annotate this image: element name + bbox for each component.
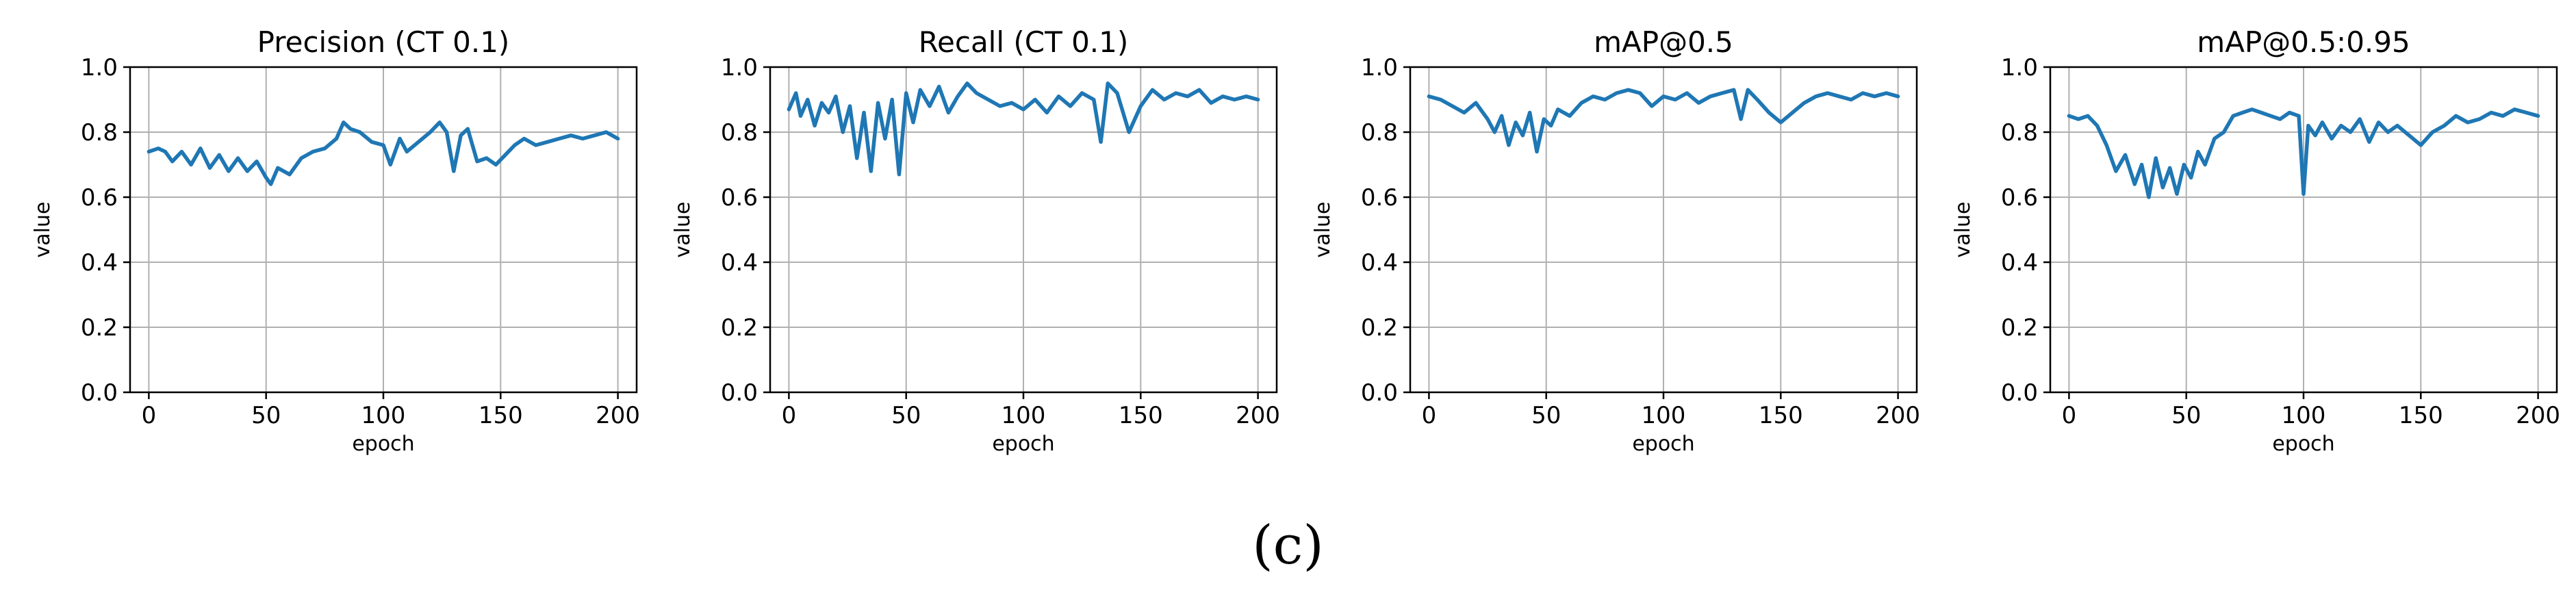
y-tick-label: 0.8: [81, 119, 118, 147]
x-tick-label: 50: [891, 402, 921, 429]
x-tick-label: 150: [1759, 402, 1803, 429]
y-tick-label: 1.0: [2001, 54, 2038, 81]
y-tick-label: 1.0: [1361, 54, 1398, 81]
x-tick-label: 100: [1002, 402, 1046, 429]
y-tick-label: 1.0: [721, 54, 758, 81]
y-tick-label: 0.8: [721, 119, 758, 147]
y-tick-label: 0.2: [81, 314, 118, 342]
chart-panel-2: 0 50 100 150 200 0.0 0.2 0.4 0.6 0.8 1.0 Recall (CT…: [671, 25, 1280, 456]
x-tick-label: 150: [1119, 402, 1163, 429]
chart-panel-3: 0 50 100 150 200 0.0 0.2 0.4 0.6 0.8 1.0 mAP@0.5 epo…: [1311, 25, 1920, 456]
y-tick-label: 0.4: [1361, 249, 1398, 277]
x-tick-label: 50: [251, 402, 281, 429]
x-tick-label: 150: [2399, 402, 2443, 429]
series-line: [1427, 88, 1900, 154]
x-tick-label: 100: [2282, 402, 2326, 429]
series-line: [787, 81, 1260, 177]
y-tick-label: 0.0: [81, 379, 118, 407]
x-axis-label: epoch: [1632, 432, 1694, 456]
y-tick-label: 1.0: [81, 54, 118, 81]
x-tick-label: 100: [361, 402, 406, 429]
chart-panel-4: 0 50 100 150 200 0.0 0.2 0.4 0.6 0.8 1.0 mAP@0.5:0.…: [1951, 25, 2560, 456]
x-tick-label: 0: [1422, 402, 1437, 429]
y-axis-label: value: [1311, 202, 1335, 258]
y-tick-label: 0.4: [721, 249, 758, 277]
y-tick-label: 0.6: [2001, 184, 2038, 212]
y-tick-label: 0.0: [2001, 379, 2038, 407]
chart-title: Recall (CT 0.1): [919, 25, 1129, 59]
chart-panel-1: 0 50 100 150 200 0.0 0.2 0.4 0.6 0.8 1.0 Precision …: [31, 25, 640, 456]
y-tick-label: 0.4: [81, 249, 118, 277]
x-tick-label: 100: [1642, 402, 1686, 429]
chart-title: Precision (CT 0.1): [257, 25, 510, 59]
x-axis-label: epoch: [992, 432, 1054, 456]
y-tick-label: 0.6: [721, 184, 758, 212]
x-tick-label: 200: [1236, 402, 1280, 429]
y-tick-label: 0.2: [1361, 314, 1398, 342]
y-axis-label: value: [1951, 202, 1975, 258]
x-tick-label: 200: [1876, 402, 1920, 429]
x-tick-label: 0: [782, 402, 797, 429]
x-axis-label: epoch: [352, 432, 414, 456]
x-tick-label: 0: [2062, 402, 2077, 429]
chart-title: mAP@0.5:0.95: [2197, 25, 2410, 59]
y-tick-label: 0.6: [81, 184, 118, 212]
series-line: [146, 120, 620, 186]
chart-title: mAP@0.5: [1594, 25, 1733, 59]
y-tick-label: 0.8: [1361, 119, 1398, 147]
y-tick-label: 0.8: [2001, 119, 2038, 147]
series-line: [2067, 107, 2540, 199]
x-axis-label: epoch: [2272, 432, 2334, 456]
figure-caption: (c): [1252, 515, 1324, 576]
y-tick-label: 0.0: [721, 379, 758, 407]
y-tick-label: 0.2: [721, 314, 758, 342]
x-tick-label: 50: [1531, 402, 1561, 429]
y-tick-label: 0.6: [1361, 184, 1398, 212]
x-tick-label: 0: [142, 402, 157, 429]
x-tick-label: 200: [2516, 402, 2560, 429]
y-axis-label: value: [671, 202, 695, 258]
y-tick-label: 0.2: [2001, 314, 2038, 342]
y-tick-label: 0.4: [2001, 249, 2038, 277]
x-tick-label: 200: [596, 402, 640, 429]
y-axis-label: value: [31, 202, 55, 258]
x-tick-label: 50: [2171, 402, 2201, 429]
y-tick-label: 0.0: [1361, 379, 1398, 407]
x-tick-label: 150: [479, 402, 523, 429]
